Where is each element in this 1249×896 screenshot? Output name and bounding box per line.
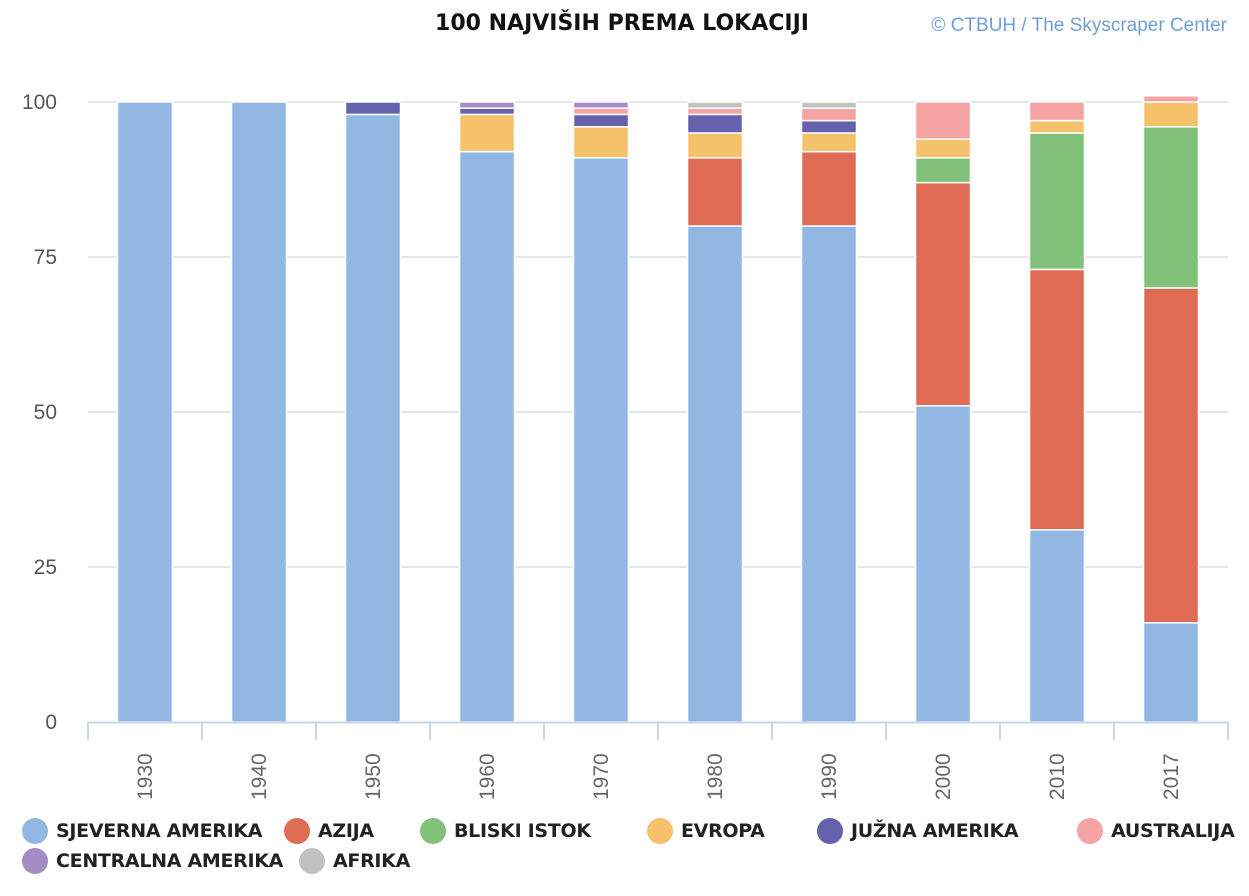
bar-segment-1990-s4[interactable] [800, 119, 858, 134]
bar-segment-1980-s5[interactable] [686, 107, 744, 116]
legend-item[interactable]: AZIJA [284, 818, 374, 844]
bar-segment-2010-s2[interactable] [1028, 132, 1086, 271]
legend-item[interactable]: CENTRALNA AMERIKA [22, 848, 283, 874]
legend-item[interactable]: JUŽNA AMERIKA [817, 818, 1019, 844]
bar-segment-2017-s2[interactable] [1142, 126, 1200, 289]
legend-label: AFRIKA [333, 850, 411, 872]
bar-segment-1970-s5[interactable] [572, 107, 630, 116]
legend-label: AZIJA [318, 820, 374, 842]
bar-segment-1990-s0[interactable] [800, 225, 858, 723]
bar-segment-2000-s3[interactable] [914, 138, 972, 159]
x-tick-label: 2010 [1046, 753, 1069, 800]
bar-segment-2000-s0[interactable] [914, 405, 972, 723]
legend-swatch [1077, 818, 1103, 844]
legend-item[interactable]: BLISKI ISTOK [420, 818, 591, 844]
bar-segment-1990-s3[interactable] [800, 132, 858, 153]
legend-label: CENTRALNA AMERIKA [56, 850, 284, 872]
x-tick-label: 1950 [362, 753, 385, 800]
bar-segment-1980-s7[interactable] [686, 101, 744, 109]
legend-swatch [22, 848, 48, 874]
x-tick-label: 1980 [704, 753, 727, 800]
x-tick-label: 1990 [818, 753, 841, 800]
bar-segment-1980-s1[interactable] [686, 157, 744, 227]
y-tick-label: 100 [22, 91, 57, 114]
bar-segment-1940-s0[interactable] [230, 101, 288, 723]
x-axis [87, 721, 1229, 740]
bars-group [116, 95, 1200, 723]
bar-segment-2000-s2[interactable] [914, 157, 972, 184]
bar-segment-1950-s0[interactable] [344, 113, 402, 723]
chart-credit[interactable]: © CTBUH / The Skyscraper Center [931, 15, 1227, 36]
x-tick-label: 1960 [476, 753, 499, 800]
bar-segment-2017-s5[interactable] [1142, 95, 1200, 103]
bar-segment-1960-s6[interactable] [458, 101, 516, 109]
y-tick-label: 75 [34, 246, 57, 269]
legend-item[interactable]: AFRIKA [299, 848, 410, 874]
bar-segment-2017-s1[interactable] [1142, 287, 1200, 624]
bar-segment-1990-s5[interactable] [800, 107, 858, 122]
bar-segment-1970-s6[interactable] [572, 101, 630, 109]
x-tick-label: 1970 [590, 753, 613, 800]
bar-segment-1970-s3[interactable] [572, 126, 630, 159]
stacked-bar-chart: 100 NAJVIŠIH PREMA LOKACIJI © CTBUH / Th… [22, 10, 1229, 800]
bar-segment-2017-s3[interactable] [1142, 101, 1200, 128]
legend-item[interactable]: EVROPA [647, 818, 765, 844]
x-axis-labels: 1930 1940 1950 1960 1970 1980 1990 2000 2010 2017 [134, 753, 1183, 800]
chart-title: 100 NAJVIŠIH PREMA LOKACIJI [435, 10, 809, 36]
legend-label: JUŽNA AMERIKA [851, 820, 1019, 842]
bar-segment-1980-s4[interactable] [686, 113, 744, 134]
bar-segment-1970-s0[interactable] [572, 157, 630, 723]
y-tick-label: 0 [45, 711, 57, 734]
legend-item[interactable]: AUSTRALIJA [1077, 818, 1235, 844]
bar-segment-1960-s4[interactable] [458, 107, 516, 116]
x-tick-label: 1930 [134, 753, 157, 800]
bar-segment-1990-s7[interactable] [800, 101, 858, 109]
legend-label: BLISKI ISTOK [454, 820, 591, 842]
legend-swatch [817, 818, 843, 844]
bar-segment-2000-s1[interactable] [914, 181, 972, 407]
bar-segment-1950-s4[interactable] [344, 101, 402, 116]
bar-segment-1970-s4[interactable] [572, 113, 630, 128]
x-tick-label: 1940 [248, 753, 271, 800]
bar-segment-2010-s5[interactable] [1028, 101, 1086, 122]
bar-segment-2010-s0[interactable] [1028, 529, 1086, 723]
bar-segment-2000-s5[interactable] [914, 101, 972, 140]
x-tick-label: 2017 [1160, 753, 1183, 800]
bar-segment-1960-s0[interactable] [458, 150, 516, 723]
y-tick-label: 50 [34, 401, 57, 424]
legend-label: SJEVERNA AMERIKA [56, 820, 263, 842]
y-tick-label: 25 [34, 556, 57, 579]
legend-swatch [284, 818, 310, 844]
bar-segment-2010-s1[interactable] [1028, 268, 1086, 531]
legend-item[interactable]: SJEVERNA AMERIKA [22, 818, 262, 844]
bar-segment-1930-s0[interactable] [116, 101, 174, 723]
legend-label: EVROPA [681, 820, 765, 842]
bar-segment-2010-s3[interactable] [1028, 119, 1086, 134]
bar-segment-1960-s3[interactable] [458, 113, 516, 153]
bar-segment-1980-s3[interactable] [686, 132, 744, 159]
bar-segment-1990-s1[interactable] [800, 150, 858, 227]
legend-swatch [647, 818, 673, 844]
bar-segment-1980-s0[interactable] [686, 225, 744, 723]
legend-label: AUSTRALIJA [1111, 820, 1235, 842]
y-axis-labels: 0 25 50 75 100 [22, 91, 57, 734]
legend-swatch [299, 848, 325, 874]
x-tick-label: 2000 [932, 753, 955, 800]
legend-swatch [420, 818, 446, 844]
bar-segment-2017-s0[interactable] [1142, 622, 1200, 723]
legend-swatch [22, 818, 48, 844]
